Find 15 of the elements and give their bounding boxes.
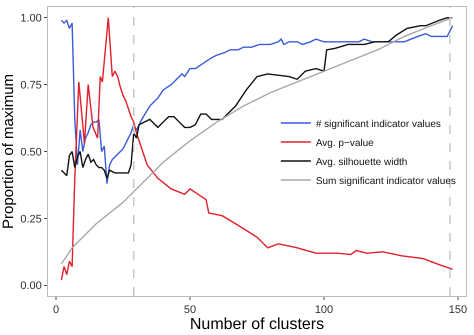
x-tick-label: 50 (184, 304, 196, 316)
legend-label: Avg. silhouette width (316, 156, 408, 168)
legend-label: Avg. p−value (316, 138, 374, 149)
legend-label: # significant indicator values (316, 118, 441, 130)
x-tick-label: 100 (314, 304, 334, 316)
y-tick-label: 0.50 (20, 146, 42, 158)
y-tick-label: 0.00 (20, 280, 42, 292)
y-axis-title: Proportion of maximum (0, 74, 17, 230)
x-tick-label: 150 (448, 304, 468, 316)
x-axis-title: Number of clusters (190, 316, 324, 334)
y-tick-label: 0.25 (20, 213, 42, 226)
y-tick-label: 0.75 (20, 79, 42, 92)
y-tick-label: 1.00 (20, 12, 42, 25)
x-tick-label: 0 (52, 304, 60, 316)
legend-label: Sum significant indicator values (316, 176, 456, 187)
